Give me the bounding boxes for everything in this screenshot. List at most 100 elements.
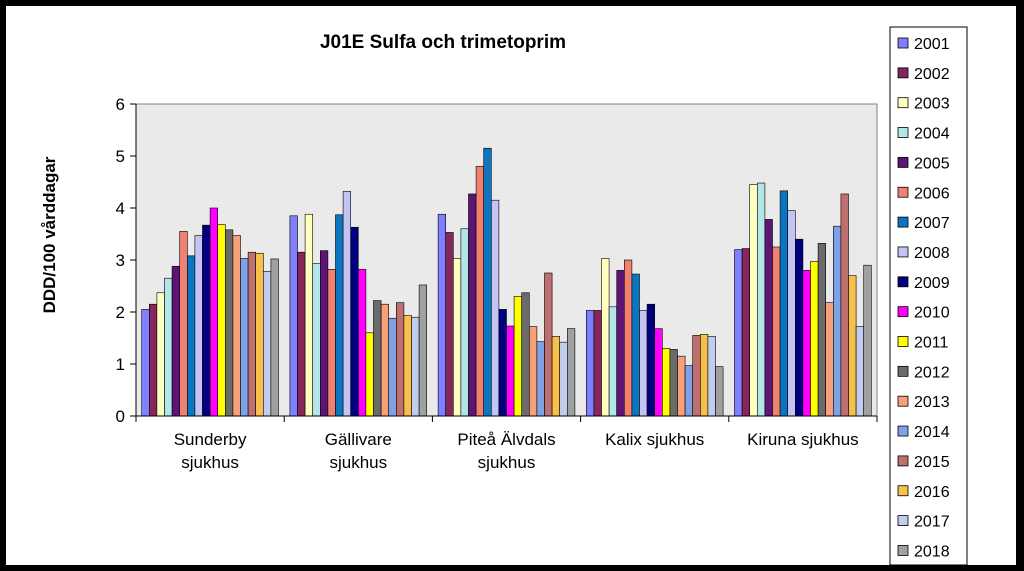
legend-swatch-2010 [897,306,909,318]
legend-label-2011: 2011 [914,335,949,352]
bar-2009-cat4 [794,238,804,417]
bar-2013-cat2 [528,326,538,417]
bar-2015-cat0 [247,251,257,417]
bar-2016-cat0 [255,252,264,417]
legend-swatch-2013 [897,395,909,407]
legend-swatch-2003 [897,97,909,109]
legend-swatch-2009 [897,276,909,288]
bar-2009-cat3 [646,303,655,417]
bar-2013-cat0 [232,235,241,417]
y-axis-label: DDD/100 vårddagar [40,156,59,313]
bar-2013-cat3 [677,355,686,417]
legend-swatch-2012 [897,365,909,377]
bar-2002-cat1 [297,251,306,417]
bar-2013-cat1 [380,303,390,417]
legend-label-2005: 2005 [914,155,950,172]
axes-group: 0 1 2 3 4 5 6 Sunderby sjukhus Gällivare sjukhus Pi… [116,95,878,472]
bar-2017-cat4 [855,326,864,417]
bar-2016-cat3 [699,334,709,417]
bar-2014-cat1 [388,317,397,417]
category-label: Sunderby sjukhus [174,430,247,472]
bar-2008-cat2 [490,199,500,417]
legend-label-2016: 2016 [914,484,950,501]
bar-2014-cat0 [240,258,249,417]
bar-2004-cat1 [312,263,321,417]
bar-2002-cat3 [593,310,602,417]
bar-2012-cat3 [669,349,678,417]
legend-swatch-2015 [897,455,909,467]
bar-2015-cat3 [692,335,701,417]
legend-label-2002: 2002 [914,66,950,83]
category-label: Piteå Älvdals sjukhus [457,430,555,472]
bar-2007-cat2 [483,147,492,417]
bar-2005-cat0 [171,265,181,417]
legend-swatch-2011 [897,336,909,347]
bar-2017-cat2 [559,341,568,417]
bar-2011-cat2 [513,296,523,417]
y-tick-label: 1 [116,355,125,374]
legend-label-2008: 2008 [914,245,950,262]
bar-2001-cat2 [437,213,447,417]
bar-2006-cat0 [179,231,188,417]
bars-group [141,147,872,417]
bar-2017-cat3 [707,336,716,417]
legend-swatch-2014 [897,425,909,437]
legend-label-2003: 2003 [914,96,950,113]
bar-2013-cat4 [825,302,834,417]
legend-label-2006: 2006 [914,185,950,202]
bar-2002-cat4 [741,248,750,417]
bar-2005-cat3 [616,270,625,417]
bar-2005-cat4 [764,219,773,417]
bar-2003-cat0 [156,292,165,417]
bar-2004-cat4 [756,182,766,417]
bar-2003-cat2 [452,258,462,417]
bar-2005-cat1 [319,250,329,417]
legend-label-2012: 2012 [914,364,950,381]
bar-2007-cat0 [187,255,196,417]
chart-title: J01E Sulfa och trimetoprim [320,32,566,53]
bar-2006-cat2 [475,166,485,417]
bar-2007-cat4 [779,190,788,417]
bar-2007-cat3 [631,273,640,417]
bar-2002-cat2 [445,232,454,417]
legend-swatch-2016 [897,485,909,497]
bar-2017-cat0 [262,271,272,417]
bar-2006-cat4 [772,246,781,417]
bar-2012-cat4 [817,243,826,417]
legend-label-2004: 2004 [914,126,950,143]
y-tick-label: 4 [116,199,125,218]
bar-2002-cat0 [149,303,158,417]
bar-2011-cat1 [365,332,374,417]
bar-2016-cat1 [403,315,412,417]
legend-label-2001: 2001 [914,36,950,53]
bar-2018-cat4 [863,264,872,417]
bar-2008-cat3 [639,310,648,417]
y-tick-label: 3 [116,251,125,270]
legend-label-2009: 2009 [914,275,950,292]
bar-2009-cat2 [498,309,507,417]
bar-2014-cat2 [536,341,545,417]
y-tick-label: 2 [116,303,125,322]
bar-2010-cat1 [357,269,367,417]
legend-swatch-2006 [897,186,909,198]
bar-2018-cat2 [566,328,576,417]
y-tick-label: 6 [116,95,125,114]
bar-2005-cat2 [468,193,477,417]
legend-swatch-2007 [897,216,909,228]
legend-swatch-2001 [897,37,909,49]
bar-2018-cat1 [418,284,428,417]
legend-label-2017: 2017 [914,514,950,531]
bar-2001-cat0 [141,309,150,417]
bar-2008-cat1 [342,191,352,417]
bar-2010-cat0 [209,207,219,417]
category-label: Kalix sjukhus [605,430,704,449]
bar-2015-cat2 [544,272,553,417]
legend-swatch-2017 [897,515,909,527]
bar-2004-cat0 [164,277,173,417]
bar-2003-cat4 [749,184,758,417]
bar-2014-cat4 [832,225,842,417]
category-label: Gällivare sjukhus [325,430,392,472]
bar-2001-cat3 [585,310,595,417]
bar-2016-cat2 [551,336,560,417]
legend-label-2007: 2007 [914,215,950,232]
